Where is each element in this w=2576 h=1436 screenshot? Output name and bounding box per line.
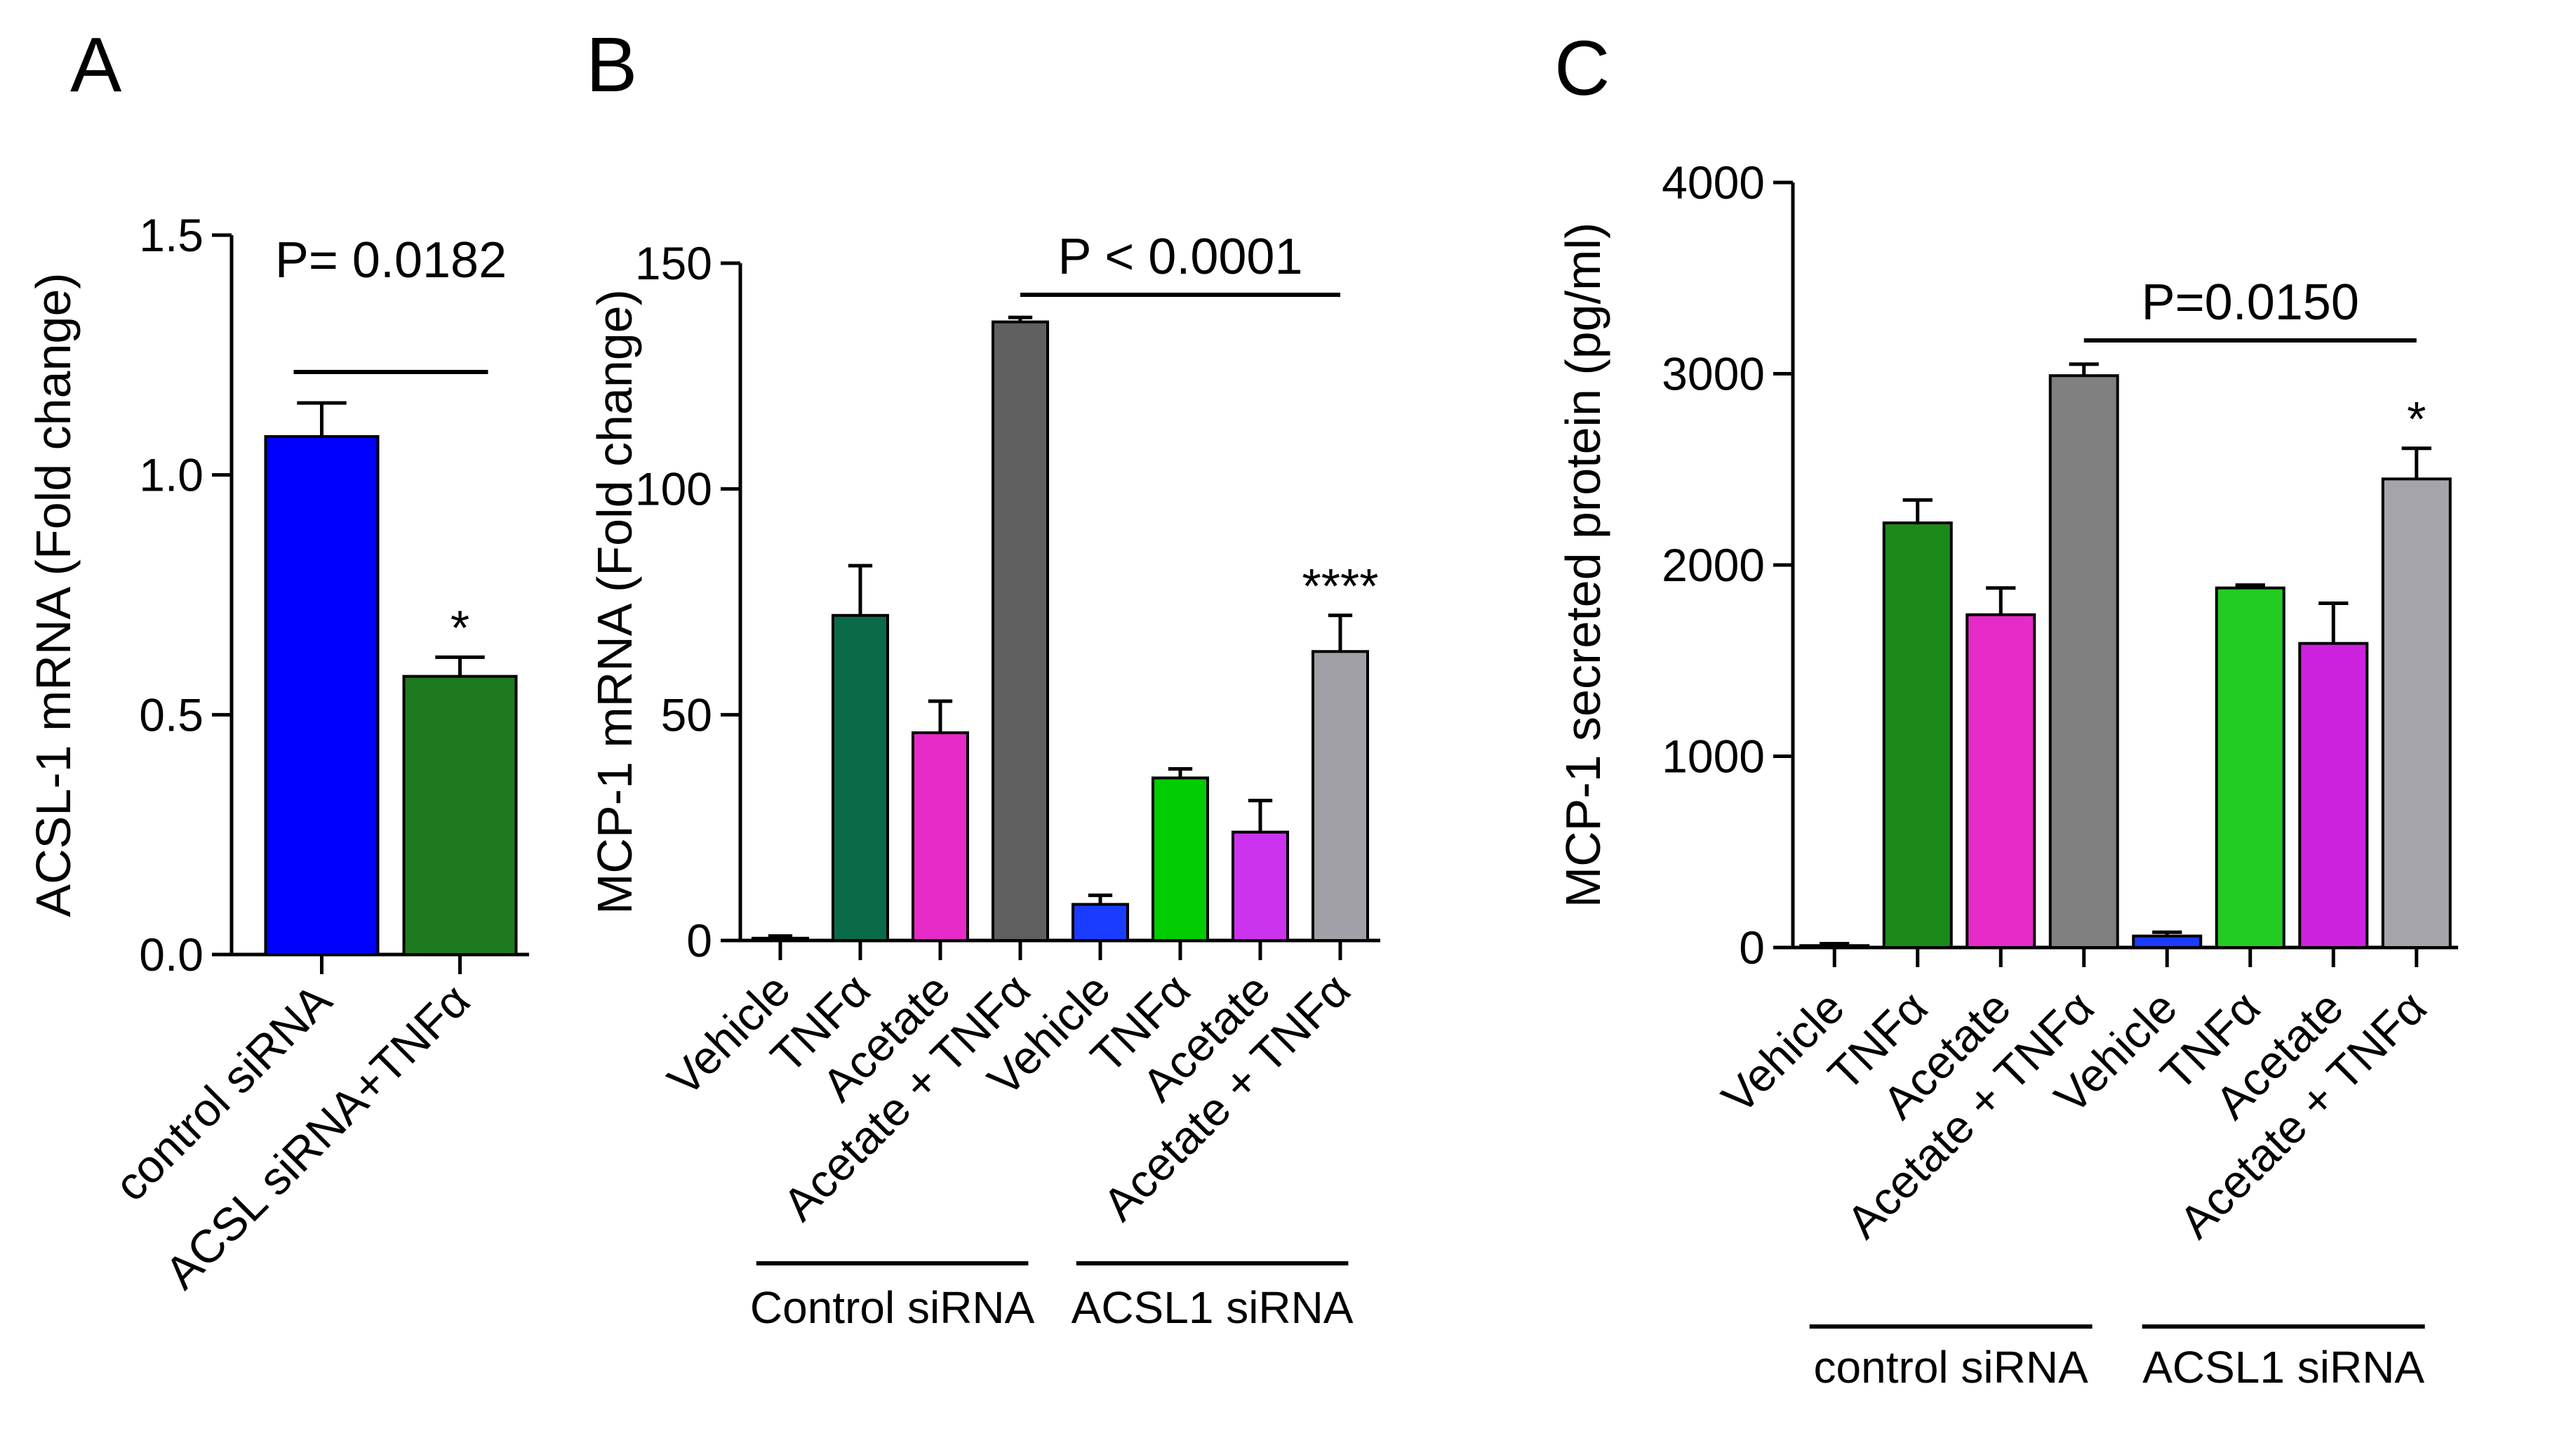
bar xyxy=(2298,641,2369,949)
group-label: ACSL1 siRNA xyxy=(2142,1342,2424,1392)
y-axis-label: MCP-1 secreted protein (pg/ml) xyxy=(1556,222,1610,908)
bar xyxy=(992,320,1049,942)
group-label: ACSL1 siRNA xyxy=(1072,1282,1354,1333)
panel-c: C 0 1000 2000 3000 4000 MCP-1 secreted protein… xyxy=(1554,25,2458,1392)
y-tick-label: 50 xyxy=(661,689,712,740)
y-tick-label: 2000 xyxy=(1662,539,1765,591)
panel-letter: A xyxy=(70,22,122,108)
y-tick-label: 1.0 xyxy=(139,449,203,501)
y-tick-label: 3000 xyxy=(1662,348,1765,400)
significance-marker: **** xyxy=(1302,559,1379,613)
bar xyxy=(2381,477,2452,949)
y-tick-label: 0 xyxy=(1739,922,1765,973)
y-tick-label: 0.5 xyxy=(139,689,203,740)
bar xyxy=(264,435,380,956)
group-label: Control siRNA xyxy=(750,1282,1035,1333)
group-label: control siRNA xyxy=(1814,1342,2089,1392)
y-tick-label: 1000 xyxy=(1662,731,1765,783)
bar xyxy=(402,674,518,957)
y-tick-label: 4000 xyxy=(1662,157,1765,208)
p-value-label: P < 0.0001 xyxy=(1058,229,1303,285)
p-value-label: P=0.0150 xyxy=(2142,274,2359,331)
bar xyxy=(1882,521,1953,949)
p-value-label: P= 0.0182 xyxy=(275,232,507,288)
y-tick-label: 100 xyxy=(635,463,712,515)
bar xyxy=(832,613,889,942)
bar xyxy=(2048,374,2119,949)
panel-letter: C xyxy=(1554,25,1610,112)
panel-letter: B xyxy=(586,22,637,108)
y-tick-label: 1.5 xyxy=(139,209,203,261)
bar xyxy=(2215,586,2285,949)
bar xyxy=(1966,613,2036,949)
bar xyxy=(1152,776,1209,943)
significance-marker: * xyxy=(451,600,469,655)
bar xyxy=(1312,650,1369,942)
bar xyxy=(752,936,809,942)
bar xyxy=(2132,934,2203,950)
significance-marker: * xyxy=(2407,392,2426,446)
y-axis-label: ACSL-1 mRNA (Fold change) xyxy=(26,272,81,917)
y-tick-label: 150 xyxy=(635,237,712,289)
bar xyxy=(1232,830,1289,942)
y-tick-label: 0.0 xyxy=(139,929,203,980)
y-axis-label: MCP-1 mRNA (Fold change) xyxy=(587,289,642,915)
bar xyxy=(1072,903,1129,942)
y-tick-label: 0 xyxy=(686,915,712,966)
bar xyxy=(912,731,969,942)
bar xyxy=(1799,944,1870,950)
